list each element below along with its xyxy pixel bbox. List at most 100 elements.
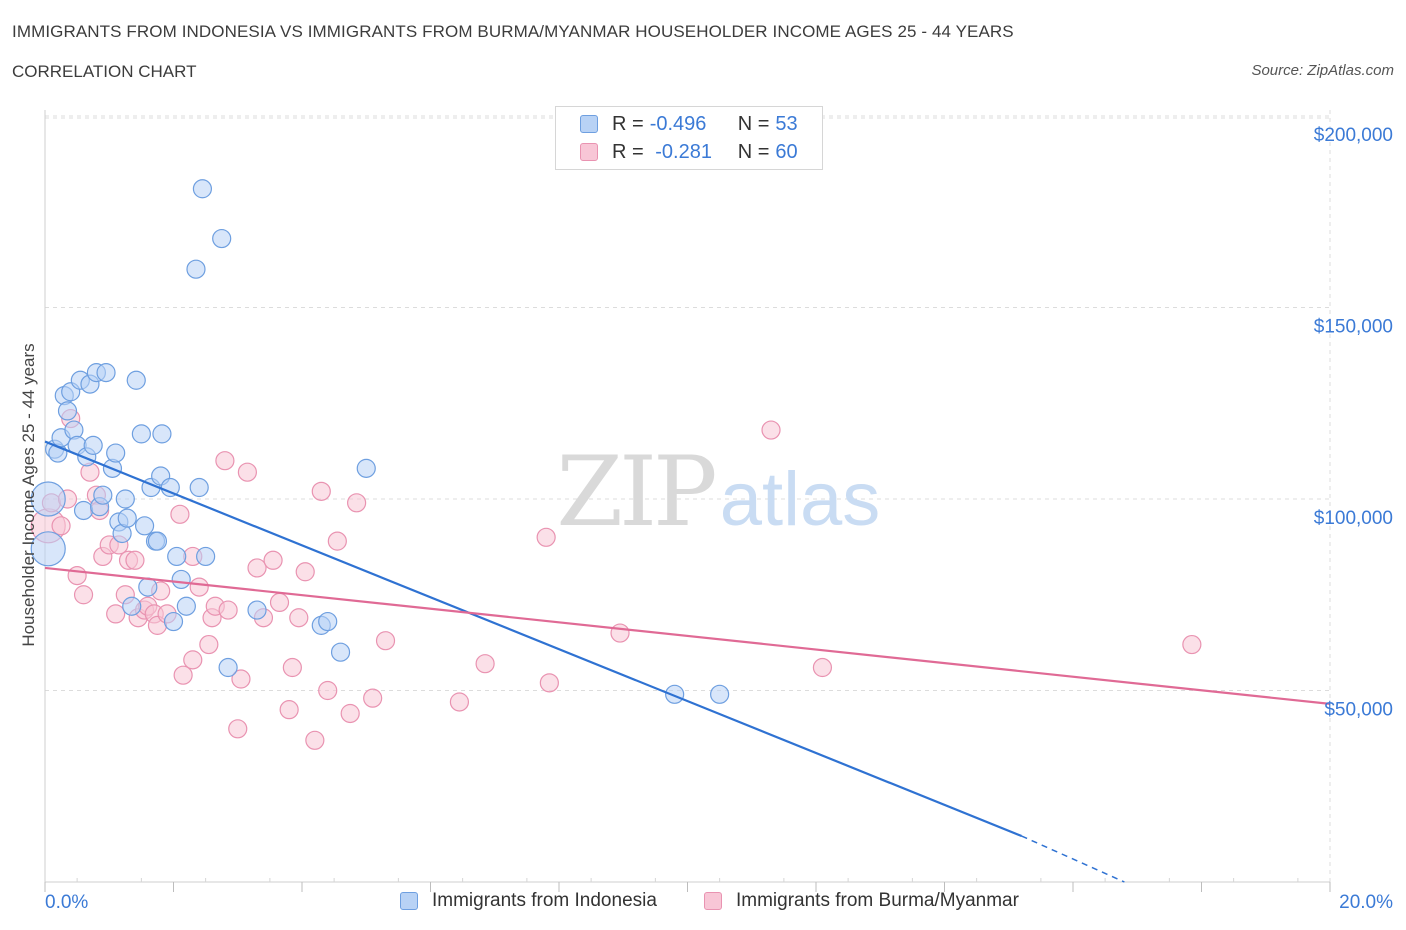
y-tick-label: $150,000: [1314, 317, 1393, 338]
burma-point: [269, 592, 290, 613]
watermark: ZIP atlas: [556, 436, 880, 548]
legend-row-burma: R = -0.281 N = 60: [580, 140, 798, 164]
indonesia-point: [171, 569, 191, 590]
bottom-legend-indonesia: Immigrants from Indonesia: [400, 890, 657, 912]
legend-n-label: N =: [737, 140, 770, 163]
indonesia-point: [167, 546, 187, 567]
x-tick-label-max: 20.0%: [1339, 892, 1393, 913]
burma-point: [812, 657, 833, 678]
x-tick-labels: 0.0% 20.0%: [45, 892, 1393, 913]
indonesia-trend-extension: [1021, 835, 1125, 883]
burma-point: [125, 550, 145, 570]
legend-r-value: -0.281: [649, 140, 712, 163]
burma-point: [347, 493, 367, 513]
indonesia-trend-line: [44, 440, 1023, 838]
legend-r-label: R =: [612, 112, 644, 135]
trend-lines: [44, 440, 1331, 883]
bottom-legend-swatch-burma: [704, 892, 722, 910]
bottom-legend-burma: Immigrants from Burma/Myanmar: [704, 890, 1019, 912]
legend-n-value: 60: [775, 140, 798, 163]
burma-point: [475, 654, 495, 674]
series-indonesia-points: [30, 179, 730, 704]
y-tick-label: $200,000: [1314, 125, 1393, 146]
indonesia-point: [189, 477, 209, 498]
legend-r-label: R =: [612, 140, 644, 163]
indonesia-point: [218, 657, 238, 678]
indonesia-point: [186, 259, 206, 279]
bottom-legend-label-burma: Immigrants from Burma/Myanmar: [736, 890, 1019, 911]
watermark-atlas: atlas: [720, 457, 881, 542]
indonesia-point: [163, 611, 184, 632]
chart-title: IMMIGRANTS FROM INDONESIA VS IMMIGRANTS …: [12, 22, 1014, 41]
indonesia-point: [134, 516, 155, 536]
indonesia-point: [115, 489, 135, 509]
indonesia-point: [147, 531, 168, 551]
legend-swatch-indonesia: [580, 115, 598, 133]
indonesia-point: [96, 363, 116, 383]
indonesia-point: [176, 596, 196, 616]
indonesia-point: [93, 485, 113, 505]
burma-point: [318, 680, 338, 701]
indonesia-point: [212, 228, 232, 249]
x-tick-label-min: 0.0%: [45, 892, 88, 913]
burma-point: [295, 562, 315, 582]
burma-point: [189, 577, 209, 597]
burma-point: [536, 527, 556, 547]
indonesia-point: [318, 611, 338, 632]
burma-point: [449, 692, 470, 712]
source-credit: Source: ZipAtlas.com: [1251, 62, 1394, 79]
burma-point: [215, 451, 235, 471]
burma-point: [199, 634, 219, 655]
stats-legend: R = -0.496 N = 53 R = -0.281 N = 60: [555, 106, 823, 170]
burma-point: [363, 688, 383, 708]
legend-r-value: -0.496: [649, 112, 707, 135]
indonesia-point: [126, 370, 146, 390]
indonesia-point: [73, 500, 94, 521]
burma-point: [311, 481, 331, 501]
indonesia-point: [330, 642, 351, 662]
burma-point: [237, 462, 257, 482]
burma-point: [73, 585, 94, 605]
burma-point: [106, 604, 126, 624]
indonesia-point: [356, 458, 376, 478]
indonesia-point: [710, 684, 730, 704]
legend-row-indonesia: R = -0.496 N = 53: [580, 112, 798, 136]
indonesia-point: [30, 531, 66, 567]
chart-subtitle: CORRELATION CHART: [12, 62, 197, 81]
burma-point: [375, 631, 396, 651]
burma-point: [761, 420, 781, 440]
indonesia-point: [131, 424, 151, 444]
indonesia-point: [83, 435, 103, 455]
legend-n-label: N =: [737, 112, 770, 135]
burma-point: [610, 623, 630, 643]
indonesia-point: [192, 179, 213, 199]
burma-point: [51, 516, 71, 536]
y-tick-labels: $50,000 $100,000 $150,000 $200,000: [1314, 125, 1393, 721]
y-axis-title: Householder Income Ages 25 - 44 years: [19, 343, 38, 646]
indonesia-point: [138, 577, 158, 597]
indonesia-point: [30, 481, 66, 517]
burma-point: [1182, 634, 1202, 655]
burma-point: [218, 600, 238, 620]
burma-point: [340, 703, 360, 724]
indonesia-point: [247, 600, 267, 620]
burma-point: [170, 504, 190, 524]
burma-point: [263, 550, 283, 570]
burma-point: [282, 657, 302, 678]
indonesia-point: [122, 596, 142, 616]
burma-point: [173, 665, 193, 685]
burma-point: [67, 565, 87, 586]
burma-point: [305, 730, 325, 750]
watermark-zip: ZIP: [556, 436, 715, 548]
y-tick-label: $50,000: [1324, 700, 1393, 721]
burma-point: [289, 608, 309, 628]
burma-point: [539, 673, 559, 693]
y-tick-label: $100,000: [1314, 508, 1393, 529]
burma-point: [228, 719, 248, 739]
bottom-legend-swatch-indonesia: [400, 892, 418, 910]
indonesia-point: [152, 424, 172, 444]
indonesia-point: [57, 401, 78, 421]
indonesia-point: [196, 546, 216, 567]
indonesia-point: [106, 443, 126, 463]
